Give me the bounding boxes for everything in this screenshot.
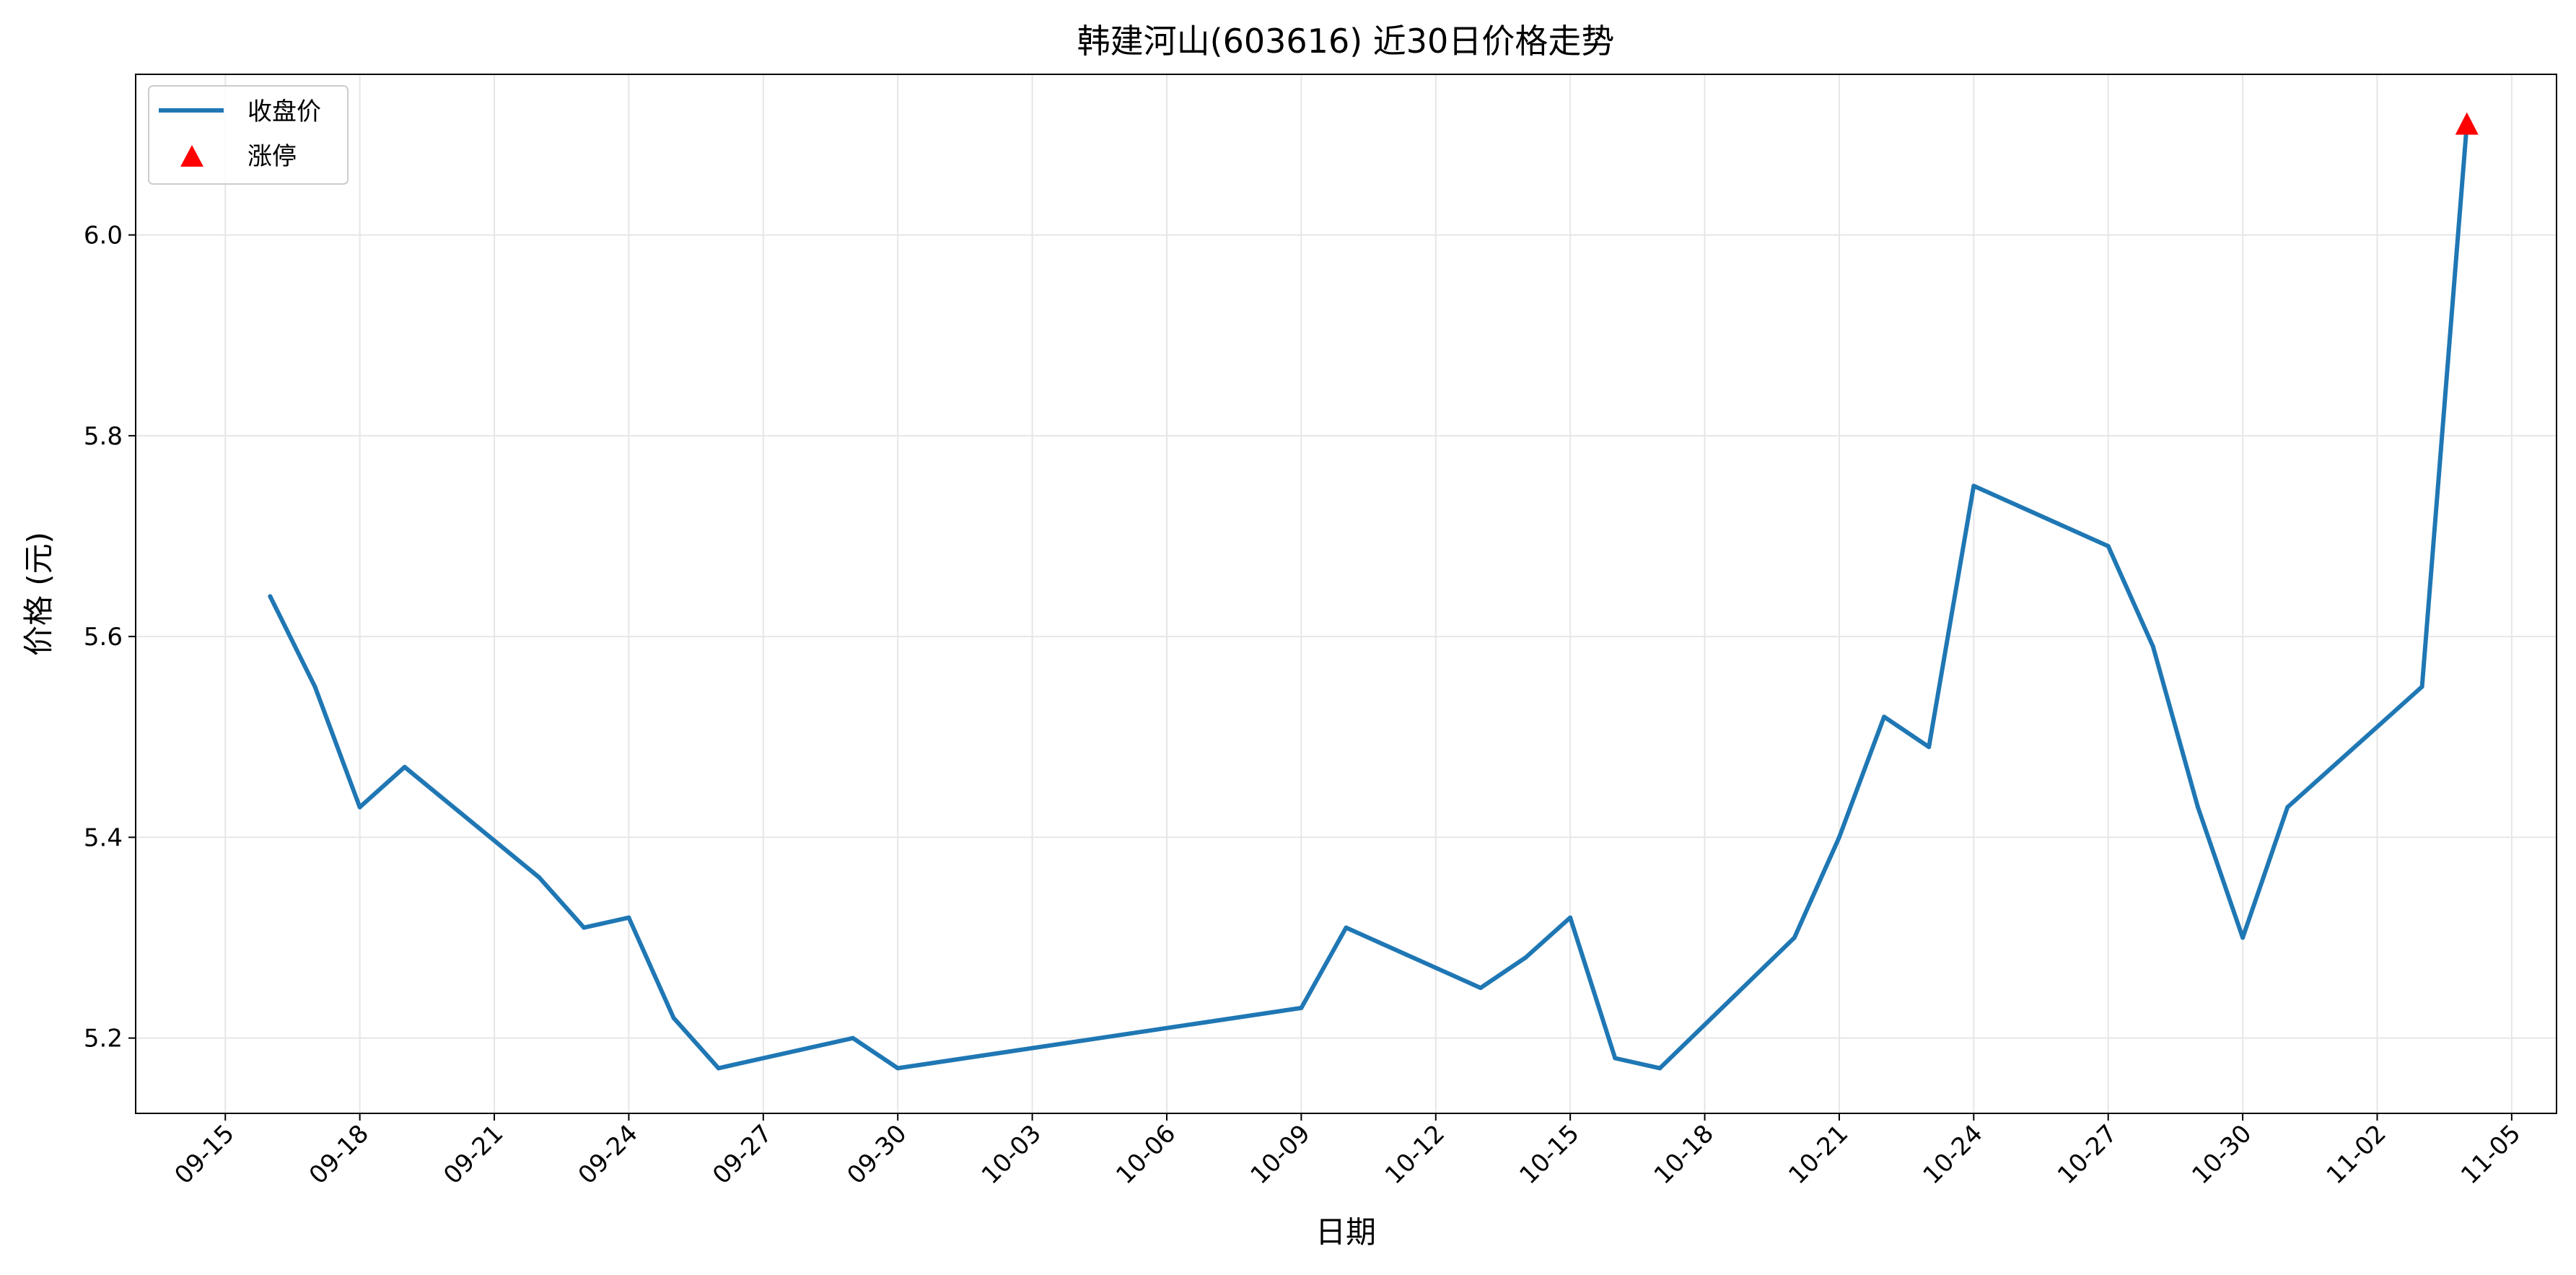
- y-tick-label: 5.8: [84, 422, 123, 451]
- grid: [136, 74, 2557, 1113]
- close-price-point: [1927, 745, 1932, 750]
- close-price-point: [671, 1015, 676, 1020]
- close-price-point: [537, 875, 542, 880]
- close-price-point: [1299, 1005, 1304, 1010]
- close-price-point: [716, 1066, 721, 1071]
- limit-up-marker: [2455, 112, 2479, 135]
- close-price-point: [1792, 935, 1797, 940]
- legend: 收盘价 涨停: [148, 85, 349, 185]
- y-tick-label: 5.4: [84, 823, 123, 852]
- close-price-point: [895, 1066, 901, 1071]
- close-price-point: [357, 805, 362, 810]
- close-price-point: [312, 684, 317, 689]
- close-price-point: [582, 925, 587, 930]
- close-price-line: [268, 122, 2469, 1071]
- close-price-point: [2240, 935, 2246, 940]
- close-price-point: [2285, 805, 2290, 810]
- close-price-point: [1836, 835, 1841, 840]
- plot-frame: [135, 74, 2557, 1114]
- close-price-point: [1882, 714, 1887, 719]
- chart-title: 韩建河山(603616) 近30日价格走势: [1077, 22, 1615, 61]
- close-price-point: [2195, 805, 2200, 810]
- close-price-point: [1478, 986, 1483, 991]
- y-tick-label: 6.0: [84, 222, 123, 250]
- y-tick-label: 5.6: [84, 623, 123, 652]
- x-axis-label: 日期: [1315, 1214, 1376, 1250]
- close-price-point: [2106, 543, 2111, 548]
- close-price-point: [402, 765, 407, 769]
- legend-label-close: 收盘价: [247, 97, 321, 126]
- close-price-point: [1613, 1056, 1618, 1061]
- y-tick-label: 5.2: [84, 1025, 123, 1053]
- legend-label-limit-up: 涨停: [247, 142, 297, 171]
- close-price-point: [1657, 1066, 1662, 1071]
- close-price-point: [626, 915, 631, 920]
- close-price-point: [2150, 644, 2155, 649]
- series-layer: [268, 112, 2479, 1071]
- close-price-point: [1523, 955, 1528, 960]
- y-axis-label: 价格 (元): [21, 532, 56, 656]
- legend-marker-swatch: [180, 145, 203, 167]
- close-price-point: [1568, 915, 1573, 920]
- close-price-point: [2419, 684, 2424, 689]
- close-price-point: [268, 594, 273, 599]
- close-price-point: [1971, 483, 1976, 488]
- close-price-point: [851, 1035, 856, 1040]
- close-price-point: [1344, 925, 1349, 930]
